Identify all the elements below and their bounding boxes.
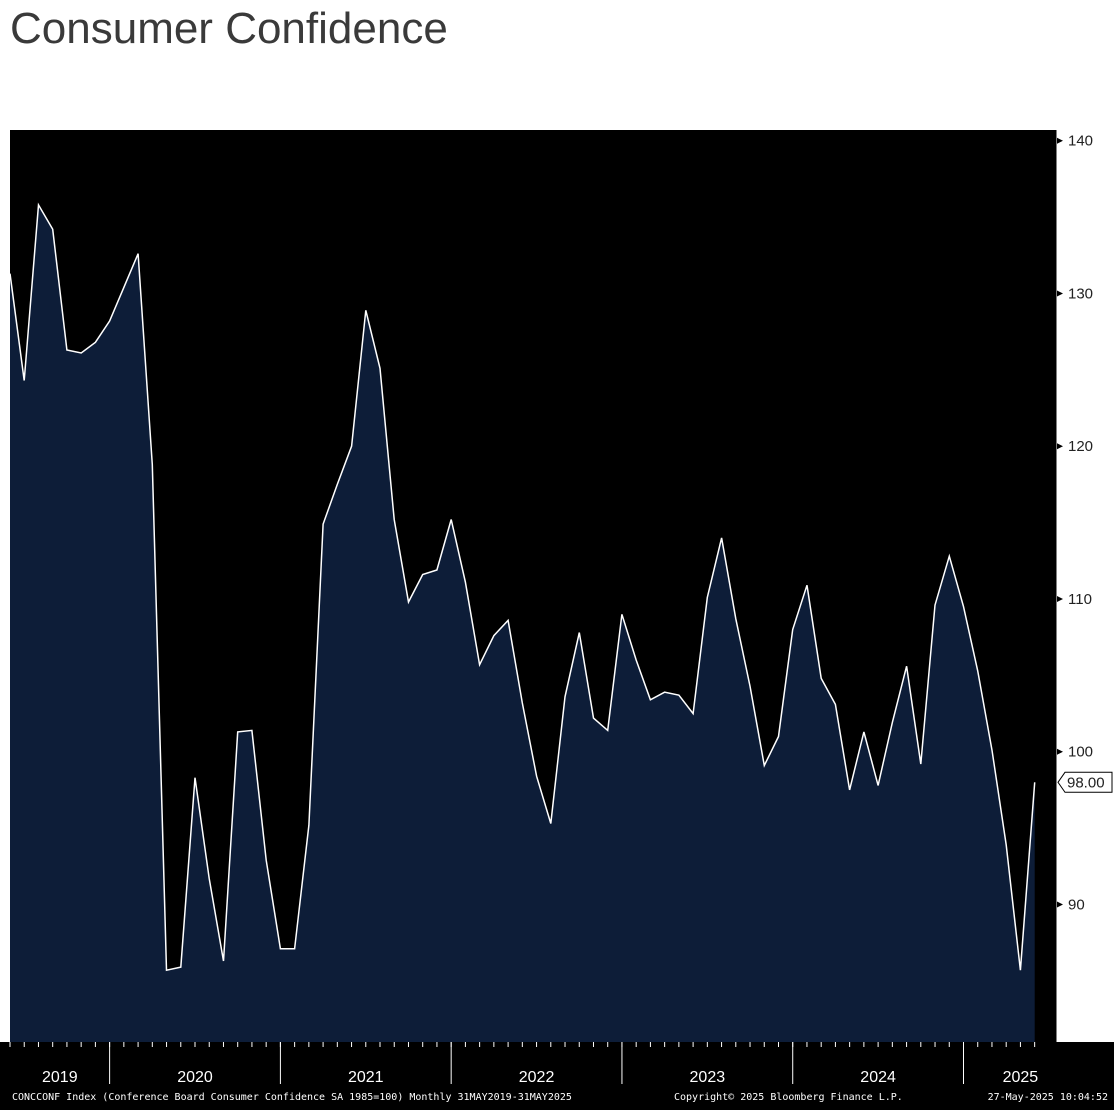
footer-copyright: Copyright© 2025 Bloomberg Finance L.P. (674, 1092, 903, 1103)
last-value-label: 98.00 (1067, 774, 1105, 791)
x-tick-label: 2022 (519, 1069, 555, 1086)
y-tick-label: 90 (1068, 897, 1085, 914)
y-tick-label: 140 (1068, 133, 1093, 150)
x-tick-label: 2019 (42, 1069, 78, 1086)
last-value-box (1057, 771, 1113, 793)
chart-container: 90 100 110 120 130 140 2019 2020 2021 2022 2023 20… (0, 126, 1114, 1110)
x-axis-background (0, 1042, 1114, 1110)
footer-source: CONCCONF Index (Conference Board Consume… (12, 1092, 572, 1103)
page-title: Consumer Confidence (10, 4, 448, 53)
y-tick-mark (1057, 290, 1063, 297)
y-axis: 90 100 110 120 130 140 (1055, 130, 1093, 1042)
last-value-label-group: 98.00 (1057, 771, 1113, 793)
x-tick-label: 2024 (860, 1069, 896, 1086)
y-tick-label: 130 (1068, 285, 1093, 302)
y-tick-label: 120 (1068, 438, 1093, 455)
y-tick-mark (1057, 901, 1063, 908)
y-tick-label: 110 (1068, 591, 1092, 608)
x-tick-label: 2021 (348, 1069, 384, 1086)
x-tick-label: 2025 (1003, 1069, 1039, 1086)
y-tick-mark (1057, 137, 1063, 144)
series-area (10, 204, 1035, 1042)
area-layer (9, 202, 1036, 1042)
x-axis: 2019 2020 2021 2022 2023 2024 2025 (9, 1042, 1039, 1086)
footer-timestamp: 27-May-2025 10:04:52 (988, 1092, 1108, 1103)
y-tick-mark (1057, 748, 1063, 755)
y-tick-mark (1057, 595, 1063, 602)
y-axis-background (1056, 130, 1114, 1042)
y-tick-mark (1057, 443, 1063, 450)
y-tick-label: 100 (1068, 744, 1093, 761)
series-line (9, 202, 1036, 972)
x-tick-label: 2020 (177, 1069, 213, 1086)
x-tick-label: 2023 (690, 1069, 726, 1086)
